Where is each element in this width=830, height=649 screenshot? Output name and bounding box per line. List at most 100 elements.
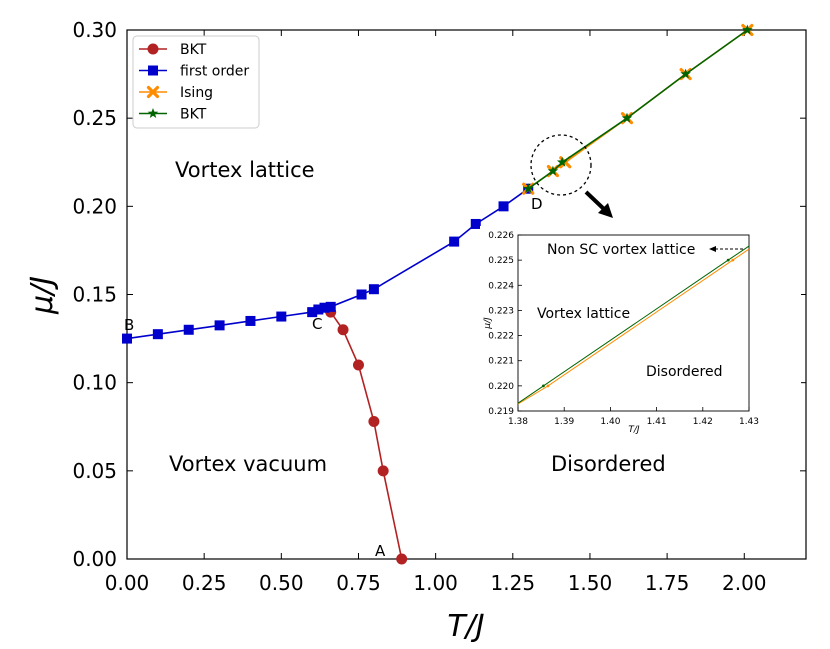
series-1 [122, 183, 534, 344]
data-point [313, 304, 324, 315]
inset-chart: 1.38 1.39 1.40 1.41 1.42 1.43 0.219 0.220 0.221 0… [480, 226, 801, 436]
data-point [368, 415, 380, 427]
inset-x-axis-label: T/J [628, 425, 640, 435]
inset-series-line [517, 248, 750, 405]
zoom-circle [530, 134, 592, 196]
inset-label-non-sc: Non SC vortex lattice [547, 242, 695, 258]
series-0 [325, 306, 408, 565]
x-tick-label: 1.00 [413, 571, 458, 595]
legend-box [132, 35, 260, 129]
x-tick-label: 0.25 [182, 571, 227, 595]
data-point [523, 183, 534, 194]
data-point [356, 289, 367, 300]
legend-entry: Ising [180, 85, 213, 101]
data-point [307, 307, 318, 318]
x-tick-label: 0.50 [259, 571, 304, 595]
inset-frame [517, 234, 750, 412]
y-tick-label: 0.25 [72, 106, 117, 130]
x-tick-label: 0.75 [336, 571, 381, 595]
inset-y-tick-label: 0.221 [488, 357, 514, 367]
point-label-d: D [531, 195, 543, 213]
data-point [742, 24, 753, 35]
y-tick-label: 0.15 [72, 283, 117, 307]
inset-x-tick-label: 1.43 [739, 417, 759, 427]
y-tick-label: 0.00 [72, 547, 117, 571]
inset-y-axis-label: μ/J [483, 317, 493, 330]
point-label-c: C [312, 315, 322, 333]
y-tick-label: 0.05 [72, 459, 117, 483]
legend-marker [147, 108, 159, 118]
series-layer [122, 23, 754, 565]
inset-series-layer [517, 245, 750, 405]
legend-marker [146, 85, 160, 99]
data-point [621, 112, 633, 123]
data-point [183, 324, 194, 335]
inset-data-point [542, 384, 545, 388]
data-point [470, 218, 481, 229]
inset-label-vortex-lattice: Vortex lattice [537, 306, 630, 322]
inset-label-disordered: Disordered [646, 364, 723, 380]
x-tick-labels: 0.00 0.25 0.50 0.75 1.00 1.25 1.50 1.75 2.00 [105, 571, 767, 595]
x-tick-label: 0.00 [105, 571, 150, 595]
data-point [368, 284, 379, 295]
x-tick-label: 1.50 [568, 571, 613, 595]
inset-data-point [546, 384, 550, 388]
data-point [152, 329, 163, 340]
inset-data-point [731, 258, 735, 262]
region-label-vortex-vacuum: Vortex vacuum [169, 452, 327, 476]
inset-y-tick-label: 0.220 [488, 382, 514, 392]
legend: BKT first order Ising BKT [132, 35, 260, 129]
data-point [245, 315, 256, 326]
x-tick-label: 1.25 [491, 571, 536, 595]
data-point [122, 333, 132, 344]
x-tick-label: 2.00 [722, 571, 767, 595]
inset-x-tick-label: 1.41 [647, 417, 667, 427]
inset-y-tick-label: 0.225 [488, 256, 514, 266]
inset-y-tick-label: 0.222 [488, 332, 514, 342]
inset-y-tick-label: 0.226 [488, 231, 514, 241]
inset-series-line [517, 245, 750, 404]
inset-x-tick-label: 1.38 [508, 417, 528, 427]
y-tick-label: 0.20 [72, 194, 117, 218]
data-point [377, 465, 389, 477]
data-point [396, 553, 408, 565]
inset-y-tick-label: 0.223 [488, 306, 514, 316]
data-point [214, 320, 225, 331]
region-label-disordered: Disordered [551, 452, 666, 476]
inset-y-tick-label: 0.224 [488, 281, 514, 291]
point-label-a: A [375, 542, 386, 560]
inset-x-tick-label: 1.42 [693, 417, 713, 427]
inset-x-tick-label: 1.39 [554, 417, 574, 427]
inset-y-tick-label: 0.219 [488, 407, 514, 417]
inset-tick-marks: 1.38 1.39 1.40 1.41 1.42 1.43 0.219 0.220 0.221 0… [488, 231, 759, 427]
data-point [498, 201, 509, 212]
legend-marker [148, 65, 158, 76]
data-point [556, 156, 568, 167]
series-3 [523, 24, 753, 194]
legend-entry: BKT [180, 107, 207, 123]
data-point [276, 311, 287, 322]
x-tick-label: 1.75 [645, 571, 690, 595]
data-point [352, 359, 364, 371]
series-line [527, 29, 748, 190]
region-label-vortex-lattice: Vortex lattice [175, 158, 315, 182]
tick-marks [126, 29, 806, 560]
y-axis-label: μ/J [25, 276, 60, 315]
y-tick-label: 0.30 [72, 18, 117, 42]
data-point [319, 302, 330, 313]
data-point [325, 301, 336, 312]
legend-entry: first order [180, 64, 249, 80]
legend-marker [147, 43, 159, 55]
inset-pointer-head [709, 246, 716, 252]
inset-background [480, 226, 801, 436]
series-line [330, 311, 403, 560]
legend-entry: BKT [180, 42, 207, 58]
inset-data-point [726, 258, 730, 262]
data-point [337, 324, 349, 336]
x-axis-label: T/J [447, 609, 484, 644]
y-tick-label: 0.10 [72, 371, 117, 395]
data-point [449, 236, 460, 247]
data-point [547, 165, 559, 176]
zoom-arrow-shaft [584, 190, 608, 213]
